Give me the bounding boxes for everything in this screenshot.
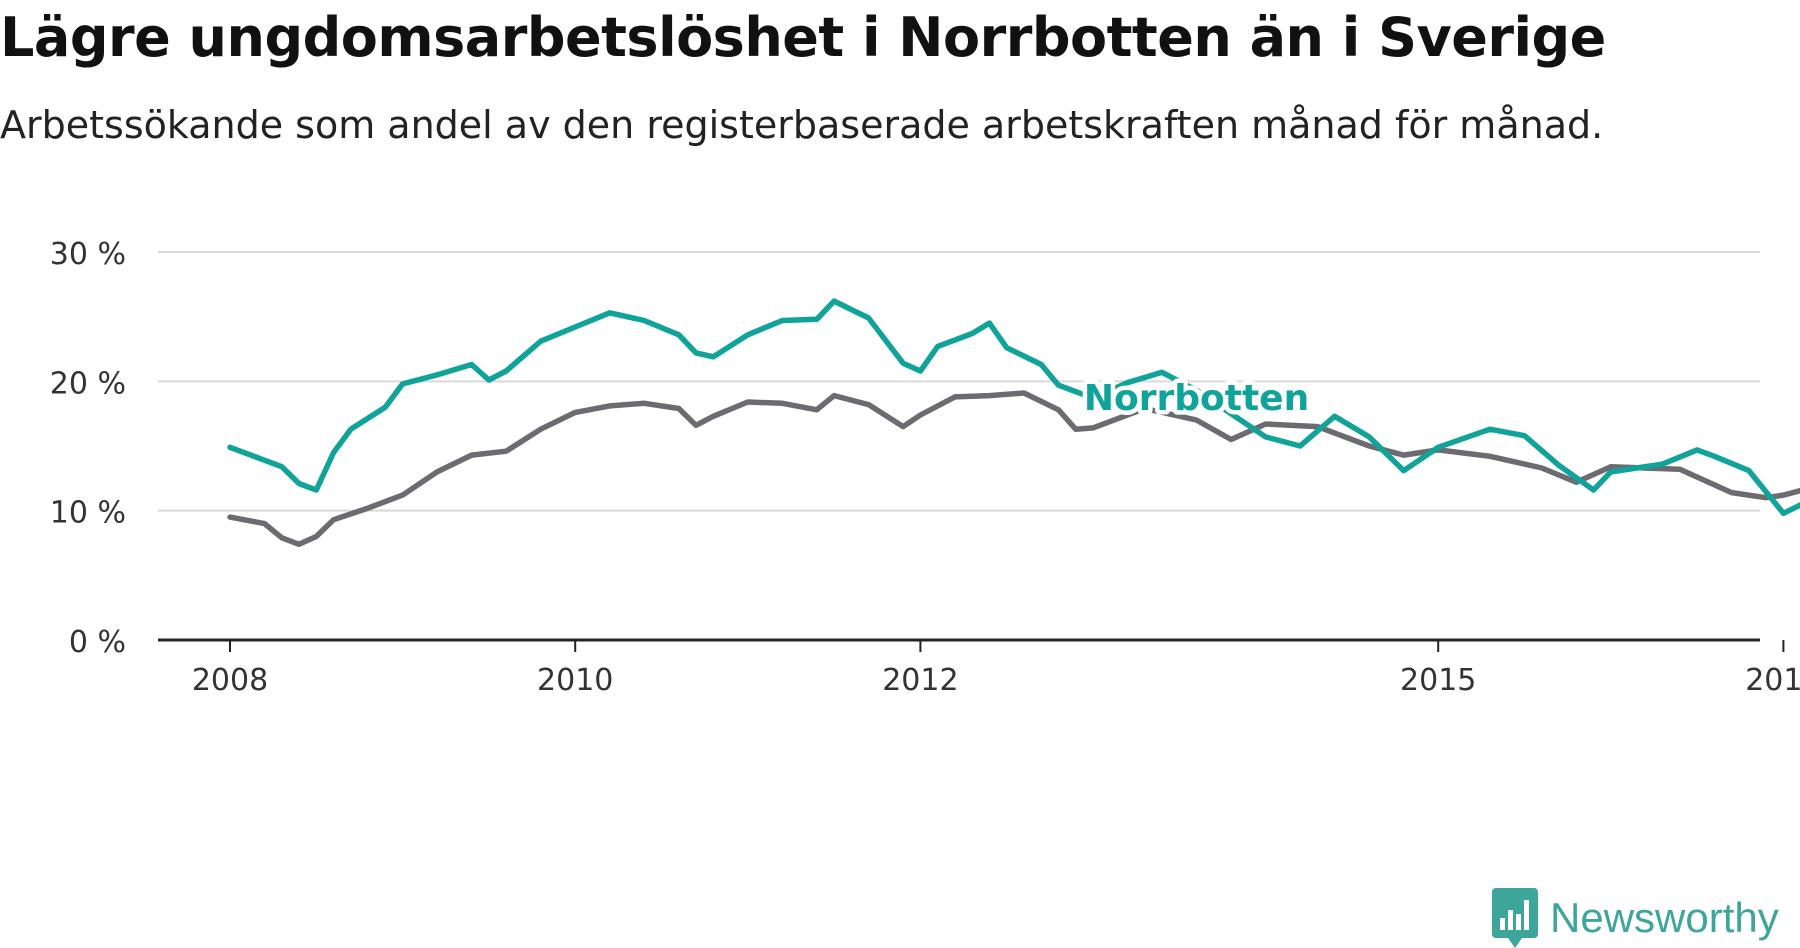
y-tick-label: 20 % <box>50 366 126 401</box>
series-line-sverige <box>227 390 1800 548</box>
gridlines <box>158 251 1760 512</box>
x-tick-label: 2012 <box>882 663 958 698</box>
y-tick-label: 30 % <box>50 237 126 272</box>
series-line-norrbotten <box>227 298 1800 517</box>
x-tick-label: 2008 <box>192 663 268 698</box>
x-tick-label: 2015 <box>1400 663 1476 698</box>
series-lines <box>227 298 1800 548</box>
line-chart: 0 %10 %20 %30 % 200820102012201520172020… <box>50 237 1800 698</box>
chart-subtitle: Arbetssökande som andel av den registerb… <box>0 103 1604 147</box>
series-name-label-norrbotten: Norrbotten <box>1084 378 1309 419</box>
y-tick-label: 10 % <box>50 496 126 531</box>
bar-chart-speech-bubble-icon <box>1492 888 1538 948</box>
x-axis: 20082010201220152017202020222024 <box>158 638 1800 698</box>
x-tick-label: 2010 <box>537 663 613 698</box>
brand-logo: Newsworthy <box>1492 888 1779 948</box>
series-labels: 4,6 %8,3 %NorrbottenSverige <box>1079 373 1313 423</box>
brand-name: Newsworthy <box>1550 894 1779 941</box>
y-tick-label: 0 % <box>69 625 126 660</box>
x-tick-label: 2017 <box>1745 663 1800 698</box>
chart-title: Lägre ungdomsarbetslöshet i Norrbotten ä… <box>0 6 1606 69</box>
y-axis: 0 % 10 % 20 % 30 % <box>50 237 126 660</box>
